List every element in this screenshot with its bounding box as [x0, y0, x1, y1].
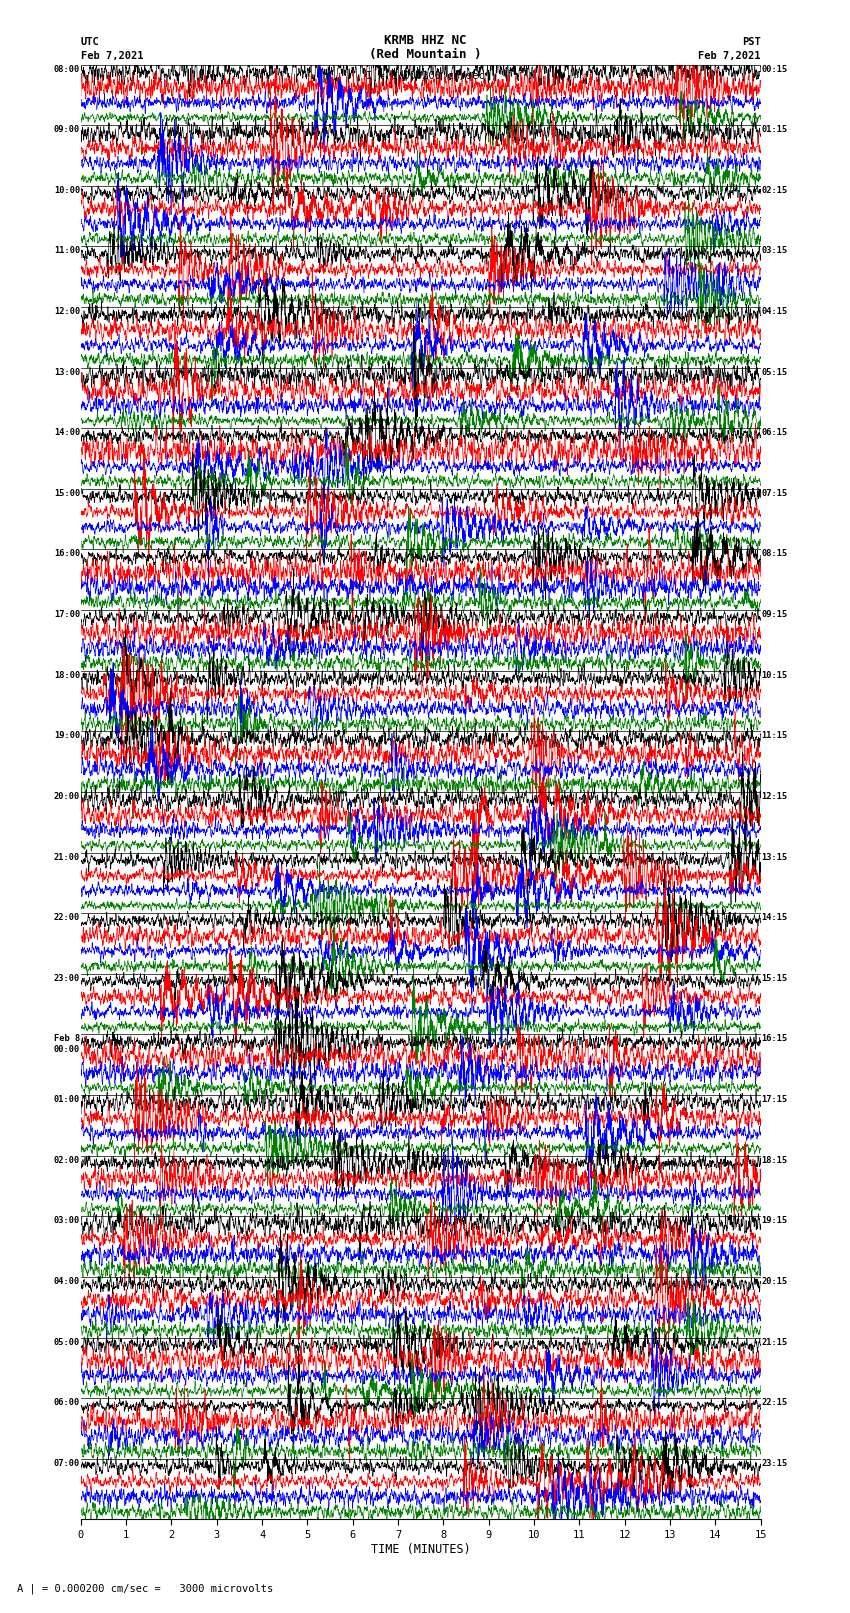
Text: PST: PST: [742, 37, 761, 47]
Text: 11:15: 11:15: [762, 731, 788, 740]
Text: UTC: UTC: [81, 37, 99, 47]
Text: 13:00: 13:00: [54, 368, 80, 376]
Text: 20:00: 20:00: [54, 792, 80, 802]
Text: 17:15: 17:15: [762, 1095, 788, 1103]
Text: 20:15: 20:15: [762, 1277, 788, 1286]
Text: 23:15: 23:15: [762, 1458, 788, 1468]
Text: 13:15: 13:15: [762, 853, 788, 861]
Text: 21:15: 21:15: [762, 1337, 788, 1347]
Text: 03:00: 03:00: [54, 1216, 80, 1226]
Text: 02:15: 02:15: [762, 185, 788, 195]
Text: 16:00: 16:00: [54, 550, 80, 558]
Text: 17:00: 17:00: [54, 610, 80, 619]
Text: 18:00: 18:00: [54, 671, 80, 679]
Text: 16:15: 16:15: [762, 1034, 788, 1044]
Text: 05:15: 05:15: [762, 368, 788, 376]
Text: I = 0.000200 cm/sec: I = 0.000200 cm/sec: [366, 71, 484, 81]
Text: 21:00: 21:00: [54, 853, 80, 861]
Text: 06:15: 06:15: [762, 427, 788, 437]
Text: 14:00: 14:00: [54, 427, 80, 437]
Text: 07:00: 07:00: [54, 1458, 80, 1468]
X-axis label: TIME (MINUTES): TIME (MINUTES): [371, 1542, 471, 1555]
Text: 09:15: 09:15: [762, 610, 788, 619]
Text: Feb 7,2021: Feb 7,2021: [698, 52, 761, 61]
Text: 08:15: 08:15: [762, 550, 788, 558]
Text: 03:15: 03:15: [762, 247, 788, 255]
Text: 19:15: 19:15: [762, 1216, 788, 1226]
Text: Feb 7,2021: Feb 7,2021: [81, 52, 144, 61]
Text: 12:00: 12:00: [54, 306, 80, 316]
Text: 01:00: 01:00: [54, 1095, 80, 1103]
Text: 22:15: 22:15: [762, 1398, 788, 1407]
Text: 02:00: 02:00: [54, 1155, 80, 1165]
Text: 09:00: 09:00: [54, 126, 80, 134]
Text: 06:00: 06:00: [54, 1398, 80, 1407]
Text: 01:15: 01:15: [762, 126, 788, 134]
Text: 00:15: 00:15: [762, 65, 788, 74]
Text: 22:00: 22:00: [54, 913, 80, 923]
Text: 12:15: 12:15: [762, 792, 788, 802]
Text: A | = 0.000200 cm/sec =   3000 microvolts: A | = 0.000200 cm/sec = 3000 microvolts: [17, 1582, 273, 1594]
Text: KRMB HHZ NC: KRMB HHZ NC: [383, 34, 467, 47]
Text: 11:00: 11:00: [54, 247, 80, 255]
Text: 19:00: 19:00: [54, 731, 80, 740]
Text: 15:15: 15:15: [762, 974, 788, 982]
Text: 18:15: 18:15: [762, 1155, 788, 1165]
Text: 07:15: 07:15: [762, 489, 788, 498]
Text: 10:00: 10:00: [54, 185, 80, 195]
Text: (Red Mountain ): (Red Mountain ): [369, 48, 481, 61]
Text: 05:00: 05:00: [54, 1337, 80, 1347]
Text: 04:15: 04:15: [762, 306, 788, 316]
Text: 23:00: 23:00: [54, 974, 80, 982]
Text: 10:15: 10:15: [762, 671, 788, 679]
Text: 15:00: 15:00: [54, 489, 80, 498]
Text: 08:00: 08:00: [54, 65, 80, 74]
Text: 04:00: 04:00: [54, 1277, 80, 1286]
Text: Feb 8
00:00: Feb 8 00:00: [54, 1034, 80, 1053]
Text: 14:15: 14:15: [762, 913, 788, 923]
